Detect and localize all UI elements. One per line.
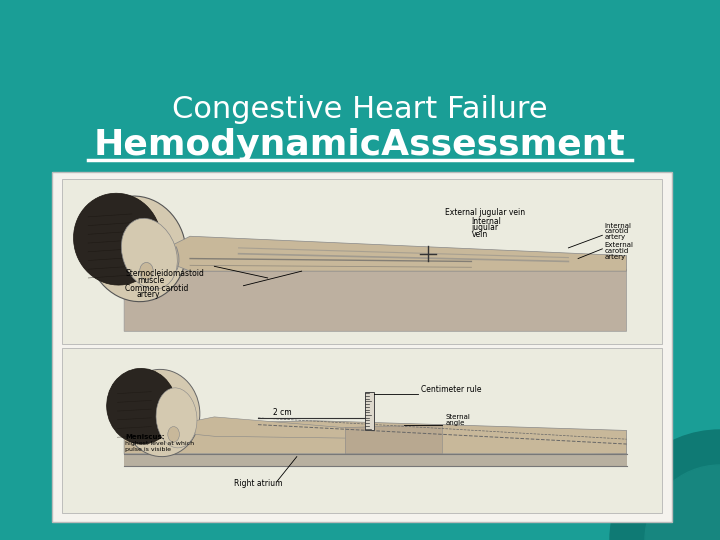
Ellipse shape [168, 427, 179, 442]
FancyBboxPatch shape [62, 179, 662, 344]
Polygon shape [124, 264, 626, 332]
Text: HemodynamicAssessment: HemodynamicAssessment [94, 128, 626, 162]
Text: Internal: Internal [472, 217, 501, 226]
Text: pulse is visible: pulse is visible [125, 447, 171, 452]
Circle shape [0, 0, 70, 70]
Text: muscle: muscle [137, 276, 164, 285]
Text: artery: artery [137, 291, 161, 299]
Text: Common carotid: Common carotid [125, 284, 189, 293]
Polygon shape [124, 454, 626, 467]
Ellipse shape [88, 196, 186, 302]
FancyBboxPatch shape [62, 348, 662, 513]
Text: carotid: carotid [604, 228, 629, 234]
Text: artery: artery [604, 254, 626, 260]
FancyBboxPatch shape [52, 172, 672, 522]
Text: 2 cm: 2 cm [273, 408, 291, 417]
Text: Sternocleidomastoid: Sternocleidomastoid [125, 269, 204, 278]
Text: vein: vein [472, 230, 487, 239]
Text: External: External [604, 242, 634, 248]
Text: artery: artery [604, 234, 626, 240]
Polygon shape [365, 392, 374, 430]
Text: jugular: jugular [472, 224, 498, 232]
Ellipse shape [156, 388, 197, 448]
Text: Centimeter rule: Centimeter rule [421, 384, 482, 394]
Ellipse shape [73, 193, 161, 285]
Polygon shape [195, 417, 355, 438]
Ellipse shape [140, 262, 153, 280]
Text: carotid: carotid [604, 248, 629, 254]
Circle shape [645, 465, 720, 540]
Polygon shape [346, 424, 442, 454]
Text: Congestive Heart Failure: Congestive Heart Failure [172, 96, 548, 125]
FancyBboxPatch shape [0, 0, 720, 148]
Text: Right atrium: Right atrium [234, 479, 282, 488]
Text: Internal: Internal [604, 222, 631, 228]
Text: highest level at which: highest level at which [125, 441, 194, 446]
Polygon shape [124, 421, 626, 454]
Ellipse shape [107, 368, 176, 444]
Circle shape [610, 430, 720, 540]
Text: Meniscus:: Meniscus: [125, 434, 165, 440]
Ellipse shape [122, 369, 200, 457]
Text: Sternal: Sternal [445, 414, 470, 420]
Polygon shape [171, 236, 626, 271]
Text: angle: angle [445, 420, 464, 426]
Ellipse shape [122, 218, 177, 289]
Text: External jugular vein: External jugular vein [445, 208, 526, 217]
